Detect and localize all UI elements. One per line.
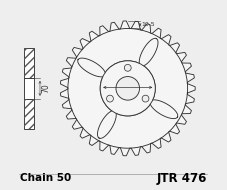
Circle shape [142,95,149,102]
Polygon shape [139,38,158,66]
Text: 70: 70 [41,83,50,93]
Polygon shape [60,21,195,156]
Polygon shape [150,100,178,119]
Circle shape [106,95,114,102]
Bar [24,48,34,78]
Circle shape [100,61,155,116]
Polygon shape [78,58,106,77]
Text: Chain 50: Chain 50 [20,173,72,183]
Polygon shape [98,111,116,138]
Bar [24,48,34,78]
Bar [24,99,34,129]
Bar [24,78,34,99]
Text: JTR 476: JTR 476 [156,172,207,185]
Circle shape [116,77,140,100]
Circle shape [124,64,131,71]
Bar [24,99,34,129]
Text: 92: 92 [128,92,137,101]
Text: 10.5: 10.5 [142,22,155,27]
Circle shape [100,61,155,116]
